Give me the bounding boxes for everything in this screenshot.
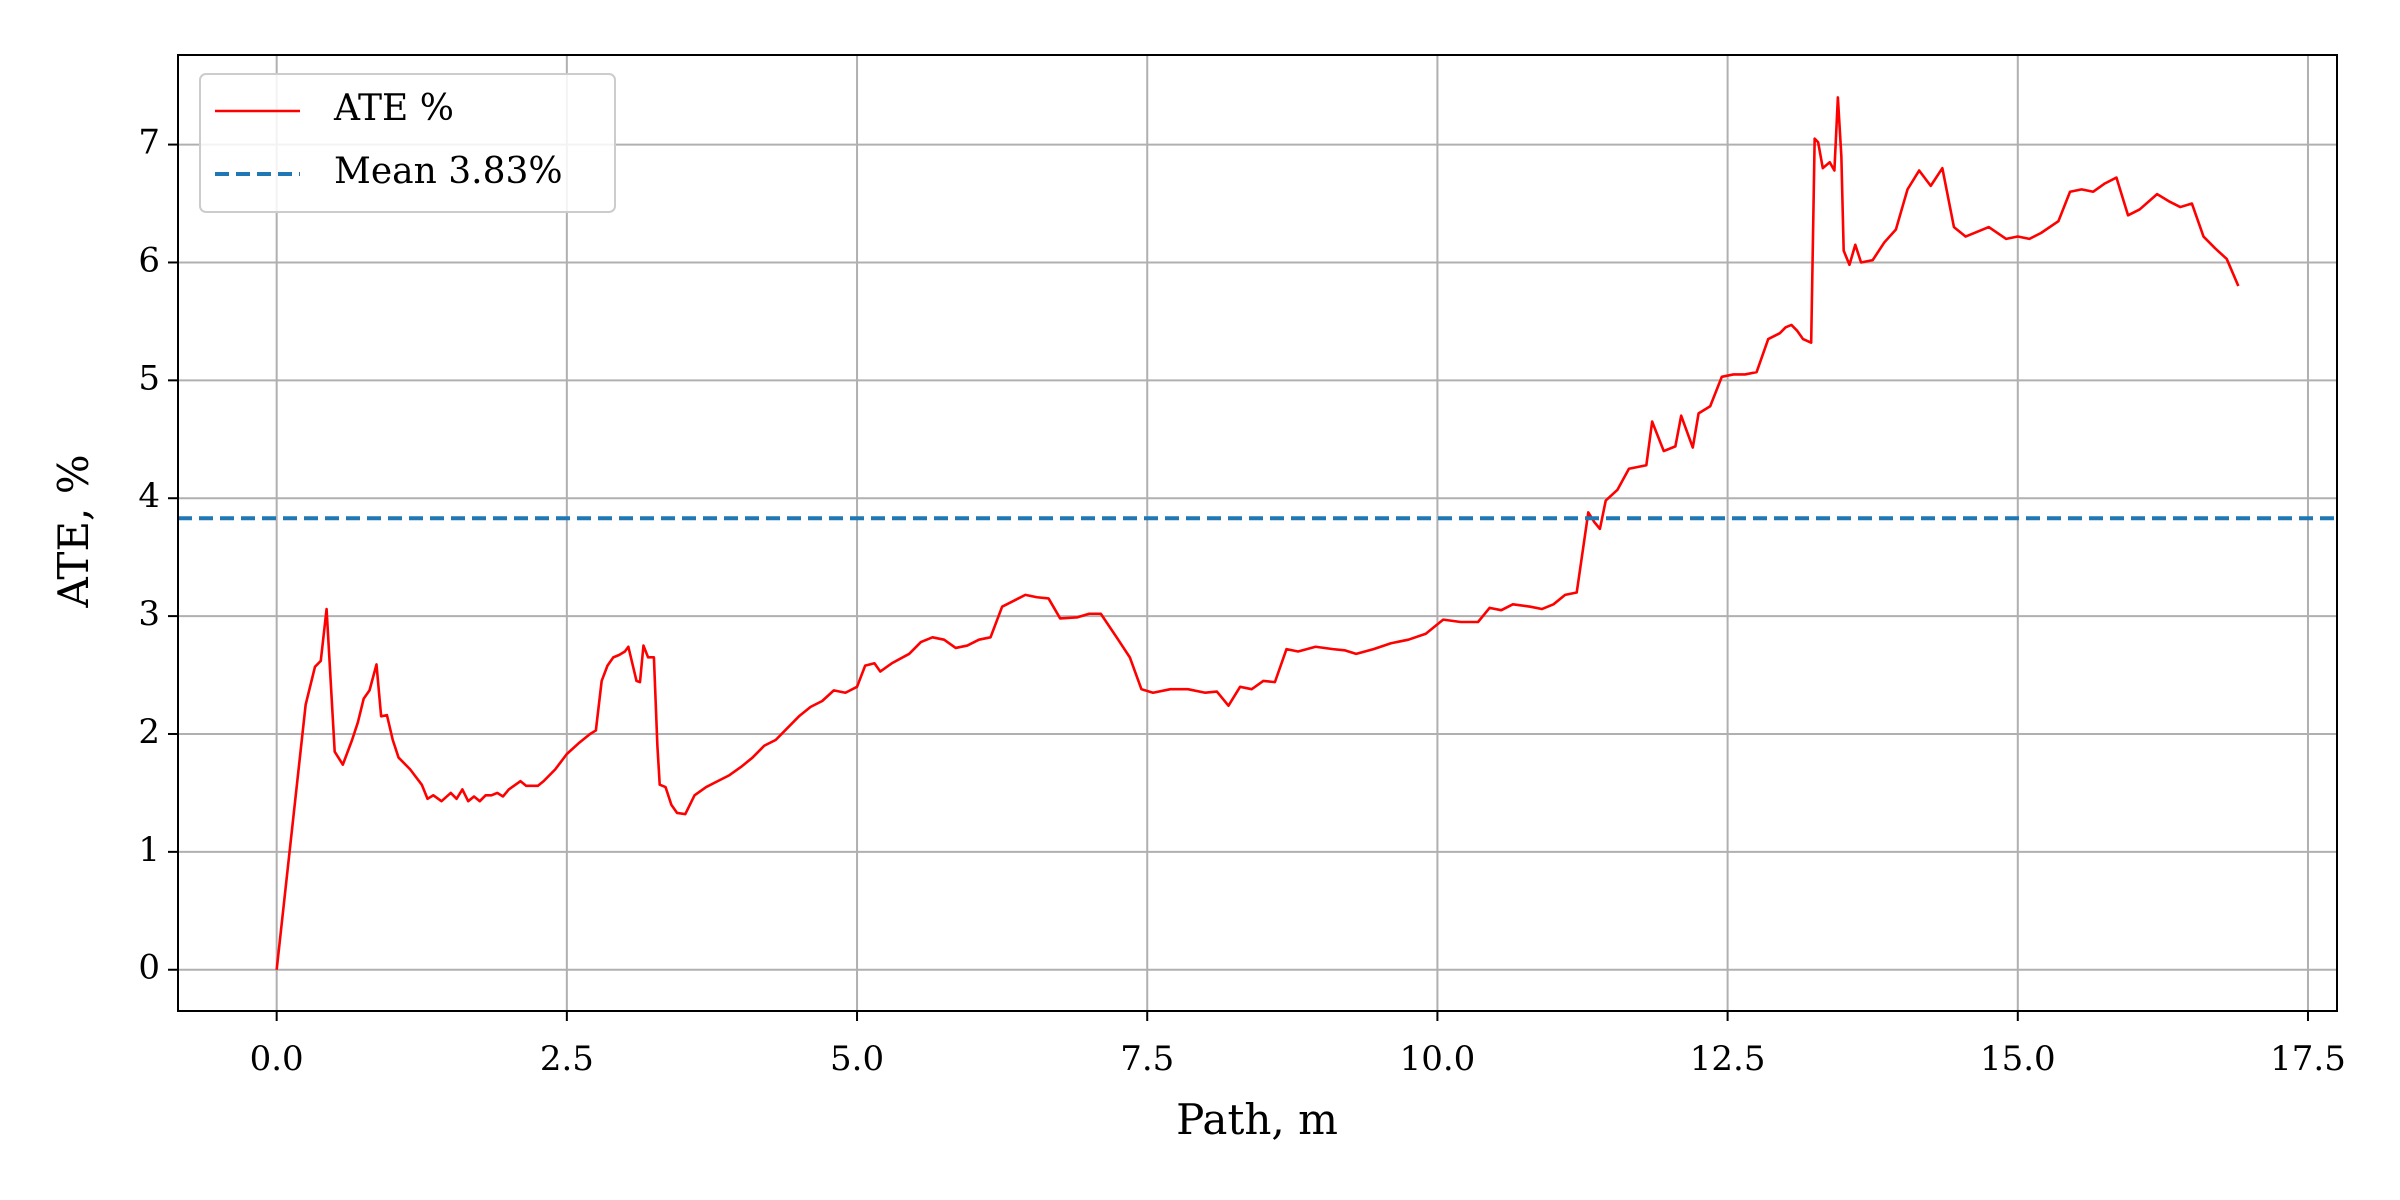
plot-frame: [177, 54, 2338, 1012]
ticks: 0.0 2.5 5.0 7.5 10.0 12.5 15.0 17.5 0 1 2 3 4 5 6 7: [138, 123, 2345, 1079]
y-tick-label: 5: [138, 358, 160, 398]
y-tick-label: 1: [138, 830, 160, 870]
legend-label: ATE %: [333, 88, 454, 129]
x-tick-label: 10.0: [1400, 1039, 1476, 1079]
plot: [178, 96, 2337, 970]
y-tick-label: 3: [138, 594, 160, 634]
legend-label: Mean 3.83%: [334, 151, 563, 192]
x-tick-label: 15.0: [1980, 1039, 2056, 1079]
x-tick-label: 0.0: [250, 1039, 304, 1079]
x-tick-label: 7.5: [1120, 1039, 1174, 1079]
x-axis-label: Path, m: [1176, 1095, 1338, 1144]
legend: ATE % Mean 3.83%: [199, 73, 616, 213]
legend-box: [199, 73, 616, 213]
y-tick-label: 6: [138, 240, 160, 280]
y-tick-label: 4: [138, 476, 160, 516]
x-tick-label: 12.5: [1690, 1039, 1766, 1079]
x-tick-label: 5.0: [830, 1039, 884, 1079]
y-tick-label: 2: [138, 712, 160, 752]
data-line: [275, 96, 2240, 970]
y-axis-label: ATE, %: [49, 454, 98, 608]
y-tick-label: 7: [138, 123, 160, 163]
grid: [178, 55, 2337, 1011]
x-tick-label: 17.5: [2270, 1039, 2346, 1079]
x-tick-label: 2.5: [540, 1039, 594, 1079]
y-tick-label: 0: [138, 948, 160, 988]
